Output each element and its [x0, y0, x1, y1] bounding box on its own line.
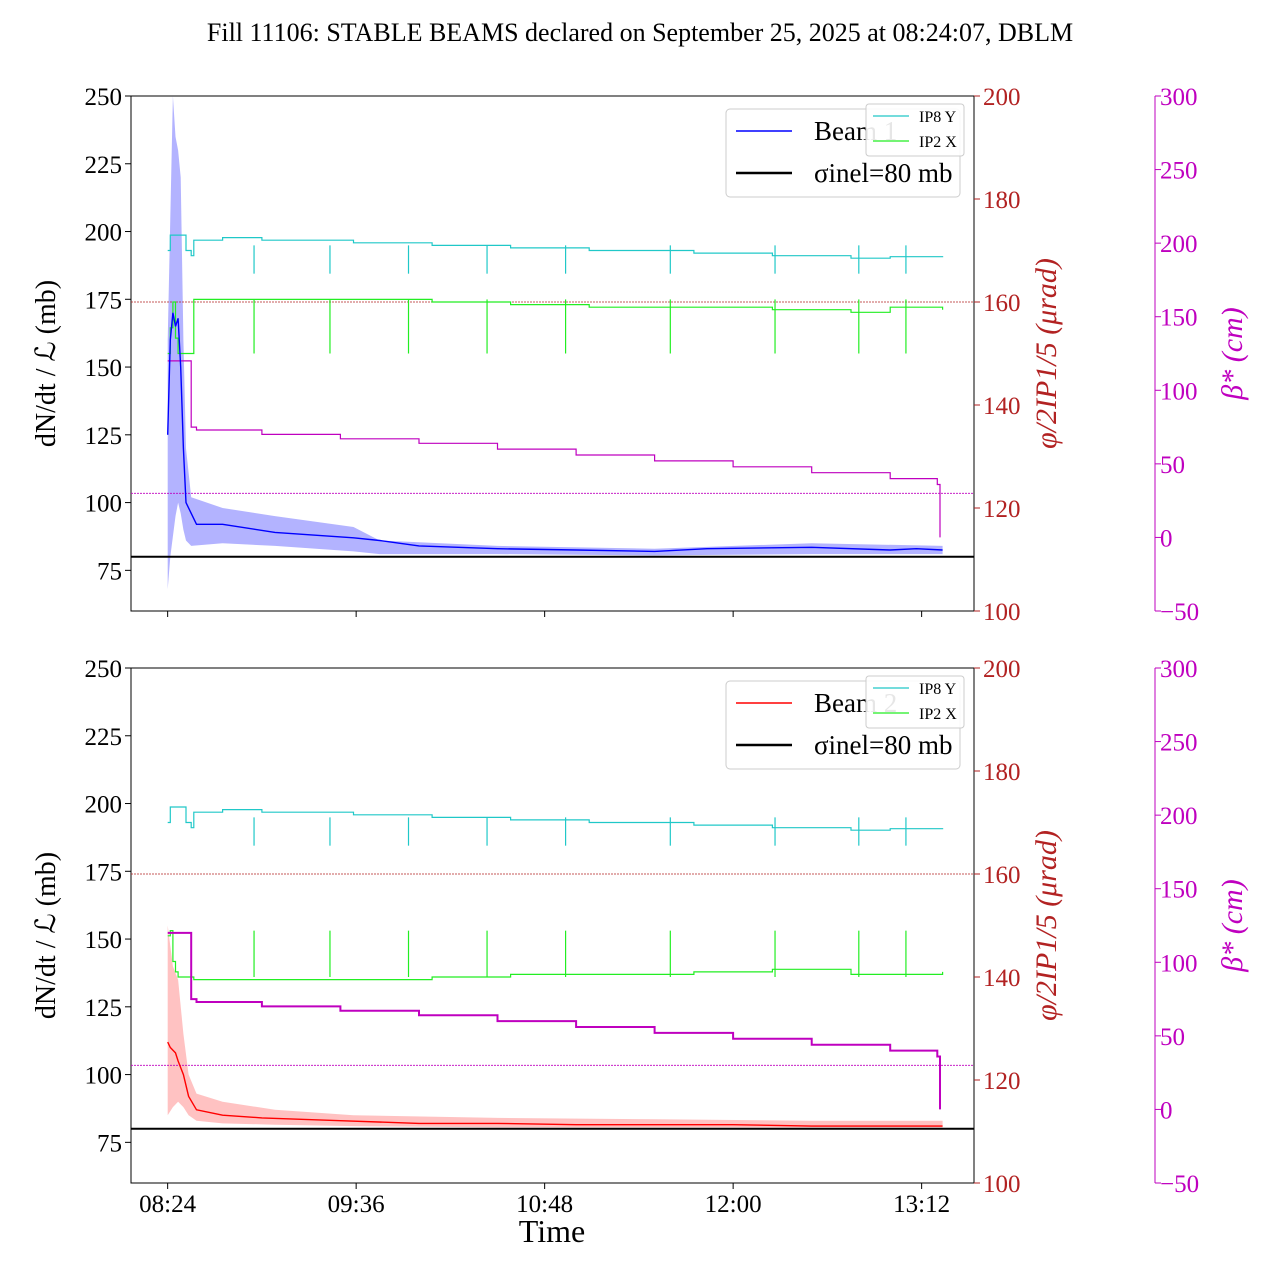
- top-left-tick-label: 225: [85, 152, 123, 179]
- bottom-left-tick-label: 250: [85, 656, 123, 683]
- top-series-ip2-x: [167, 298, 944, 355]
- bottom-left-tick-label: 225: [85, 724, 123, 751]
- top-beta-tick-label: 50: [1160, 452, 1185, 479]
- bottom-legend-label: σinel=80 mb: [814, 730, 953, 760]
- bottom-left-tick-label: 200: [85, 792, 123, 819]
- top-series--: [167, 360, 941, 538]
- bottom-left-tick-label: 150: [85, 927, 123, 954]
- bottom-beta-tick-label: 50: [1160, 1024, 1185, 1051]
- bottom-series-ip2-x: [167, 930, 944, 981]
- top-phi-tick-label: 140: [983, 393, 1021, 420]
- x-tick-label: 10:48: [516, 1191, 573, 1218]
- bottom-cross-legend-box: [865, 675, 965, 729]
- top-phi-tick-label: 120: [983, 496, 1021, 523]
- bottom-beta-tick-label: 0: [1160, 1097, 1173, 1124]
- bottom-beta-tick-label: 200: [1160, 803, 1198, 830]
- top-ylabel-left: dN/dt / ℒ (mb): [31, 280, 62, 447]
- x-axis-label: Time: [519, 1213, 585, 1249]
- bottom-ylabel-left: dN/dt / ℒ (mb): [31, 852, 62, 1019]
- bottom-series-beam-2: [167, 1041, 943, 1127]
- top-beta-tick-label: 200: [1160, 231, 1198, 258]
- top-phi-tick-label: 160: [983, 290, 1021, 317]
- top-left-tick-label: 125: [85, 423, 123, 450]
- bottom-beta-tick-label: 300: [1160, 656, 1198, 683]
- top-legend-label: σinel=80 mb: [814, 158, 953, 188]
- bottom-ylabel-beta-text: β* (cm): [1216, 879, 1249, 972]
- top-beta-tick-label: −50: [1160, 599, 1199, 626]
- top-phi-tick-label: 200: [983, 84, 1021, 111]
- top-ylabel-phi: φ/2IP1/5 (μrad): [1030, 258, 1063, 449]
- figure-title: Fill 11106: STABLE BEAMS declared on Sep…: [206, 18, 1074, 47]
- bottom-left-tick-label: 75: [97, 1130, 122, 1157]
- bottom-left-tick-label: 125: [85, 995, 123, 1022]
- bottom-left-tick-label: 175: [85, 859, 123, 886]
- top-left-tick-label: 200: [85, 220, 123, 247]
- bottom-cross-legend-label: IP8 Y: [919, 681, 957, 698]
- top-series-beam-1: [167, 312, 943, 553]
- bottom-beta-tick-label: −50: [1160, 1171, 1199, 1198]
- bottom-phi-tick-label: 160: [983, 862, 1021, 889]
- bottom-ylabel-left-text: dN/dt / ℒ (mb): [31, 852, 62, 1019]
- top-beta-tick-label: 150: [1160, 305, 1198, 332]
- top-cross-legend-label: IP8 Y: [919, 109, 957, 126]
- bottom-left-tick-label: 100: [85, 1063, 123, 1090]
- top-left-tick-label: 250: [85, 84, 123, 111]
- bottom-beta-tick-label: 100: [1160, 950, 1198, 977]
- bottom-beta-tick-label: 250: [1160, 730, 1198, 757]
- top-beta-tick-label: 300: [1160, 84, 1198, 111]
- top-cross-legend-label: IP2 X: [919, 134, 957, 151]
- bottom-plot-frame: [130, 667, 975, 1184]
- bottom-phi-tick-label: 200: [983, 656, 1021, 683]
- top-beam-band: [167, 96, 943, 590]
- bottom-series--: [167, 931, 941, 1110]
- bottom-phi-tick-label: 140: [983, 965, 1021, 992]
- x-tick-label: 09:36: [328, 1191, 385, 1218]
- bottom-cross-legend-label: IP2 X: [919, 706, 957, 723]
- x-tick-label: 12:00: [705, 1191, 762, 1218]
- x-tick-label: 13:12: [893, 1191, 950, 1218]
- top-left-tick-label: 175: [85, 287, 123, 314]
- x-tick-label: 08:24: [139, 1191, 196, 1218]
- top-cross-legend-box: [865, 103, 965, 157]
- top-ylabel-left-text: dN/dt / ℒ (mb): [31, 280, 62, 447]
- top-left-tick-label: 100: [85, 491, 123, 518]
- top-beta-tick-label: 0: [1160, 525, 1173, 552]
- bottom-ylabel-beta: β* (cm): [1216, 879, 1249, 972]
- bottom-phi-tick-label: 100: [983, 1171, 1021, 1198]
- bottom-ylabel-phi-text: φ/2IP1/5 (μrad): [1030, 830, 1063, 1021]
- top-beta-tick-label: 250: [1160, 158, 1198, 185]
- top-left-tick-label: 75: [97, 558, 122, 585]
- bottom-series-ip8-y: [167, 806, 944, 831]
- top-phi-tick-label: 100: [983, 599, 1021, 626]
- bottom-beta-tick-label: 150: [1160, 877, 1198, 904]
- top-ylabel-phi-text: φ/2IP1/5 (μrad): [1030, 258, 1063, 449]
- top-plot-frame: [130, 95, 975, 612]
- top-left-tick-label: 150: [85, 355, 123, 382]
- top-ylabel-beta-text: β* (cm): [1216, 307, 1249, 400]
- top-series-ip8-y: [167, 234, 944, 259]
- top-beta-tick-label: 100: [1160, 378, 1198, 405]
- top-ylabel-beta: β* (cm): [1216, 307, 1249, 400]
- bottom-phi-tick-label: 120: [983, 1068, 1021, 1095]
- bottom-beam-band: [167, 925, 943, 1128]
- bottom-phi-tick-label: 180: [983, 759, 1021, 786]
- bottom-ylabel-phi: φ/2IP1/5 (μrad): [1030, 830, 1063, 1021]
- top-phi-tick-label: 180: [983, 187, 1021, 214]
